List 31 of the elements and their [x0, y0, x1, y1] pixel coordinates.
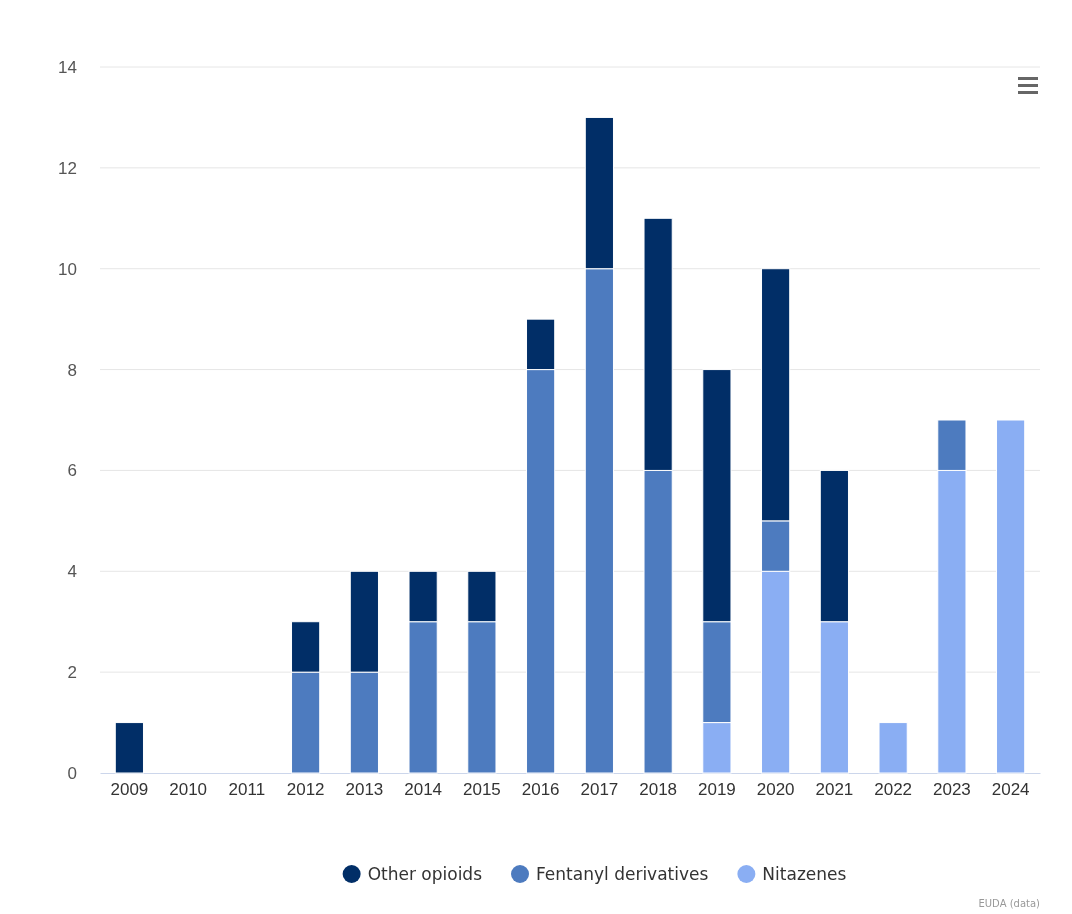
x-tick-label: 2016 [521, 780, 560, 800]
y-tick-label: 10 [58, 259, 77, 279]
x-tick-label: 2023 [932, 780, 971, 800]
legend-label: Nitazenes [762, 864, 847, 884]
x-tick-label: 2019 [697, 780, 736, 800]
x-tick-label: 2017 [580, 780, 619, 800]
x-tick-label: 2013 [345, 780, 384, 800]
x-tick-label: 2010 [169, 780, 208, 800]
x-tick-label: 2024 [991, 780, 1030, 800]
x-tick-label: 2014 [404, 780, 443, 800]
y-tick-label: 6 [67, 461, 77, 481]
bar [996, 419, 1026, 774]
x-tick-label: 2015 [462, 780, 501, 800]
y-tick-label: 2 [67, 663, 77, 683]
bar [878, 722, 908, 774]
legend-label: Fentanyl derivatives [536, 864, 709, 884]
legend-label: Other opioids [367, 864, 483, 884]
x-tick-label: 2012 [286, 780, 325, 800]
bar [114, 722, 144, 774]
y-tick-label: 4 [67, 562, 77, 582]
x-tick-label: 2020 [756, 780, 795, 800]
x-tick-label: 2011 [228, 780, 266, 800]
y-tick-label: 14 [58, 57, 77, 77]
x-tick-label: 2021 [815, 780, 854, 800]
text: EUDA (data) [978, 898, 1041, 909]
y-tick-label: 0 [67, 763, 77, 783]
x-tick-label: 2009 [110, 780, 149, 800]
x-tick-label: 2018 [639, 780, 678, 800]
y-tick-label: 12 [58, 158, 77, 178]
x-tick-label: 2022 [874, 780, 913, 800]
y-tick-label: 8 [67, 360, 77, 380]
